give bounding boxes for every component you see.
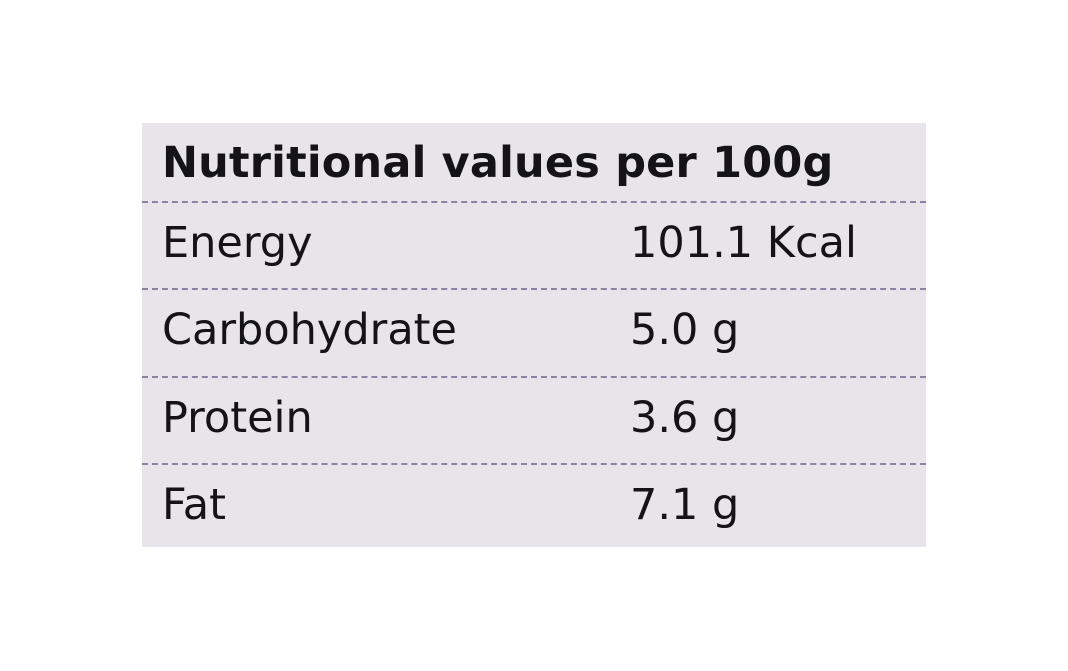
nutrition-label: Nutritional values per 100g Energy 101.1… — [142, 123, 926, 547]
nutrient-value: 7.1 g — [630, 480, 740, 530]
nutrient-name: Carbohydrate — [162, 305, 457, 355]
label-title: Nutritional values per 100g — [162, 138, 834, 188]
nutrient-name: Fat — [162, 480, 226, 530]
row-divider — [142, 288, 926, 290]
nutrient-row-carbohydrate: Carbohydrate 5.0 g — [142, 290, 926, 376]
nutrient-name: Protein — [162, 393, 313, 443]
nutrient-row-protein: Protein 3.6 g — [142, 378, 926, 464]
nutrient-row-fat: Fat 7.1 g — [142, 465, 926, 551]
row-divider — [142, 463, 926, 465]
nutrient-name: Energy — [162, 218, 313, 268]
nutrient-value: 5.0 g — [630, 305, 740, 355]
nutrient-value: 3.6 g — [630, 393, 740, 443]
nutrient-value: 101.1 Kcal — [630, 218, 857, 268]
row-divider — [142, 376, 926, 378]
row-divider — [142, 201, 926, 203]
nutrient-row-energy: Energy 101.1 Kcal — [142, 203, 926, 289]
